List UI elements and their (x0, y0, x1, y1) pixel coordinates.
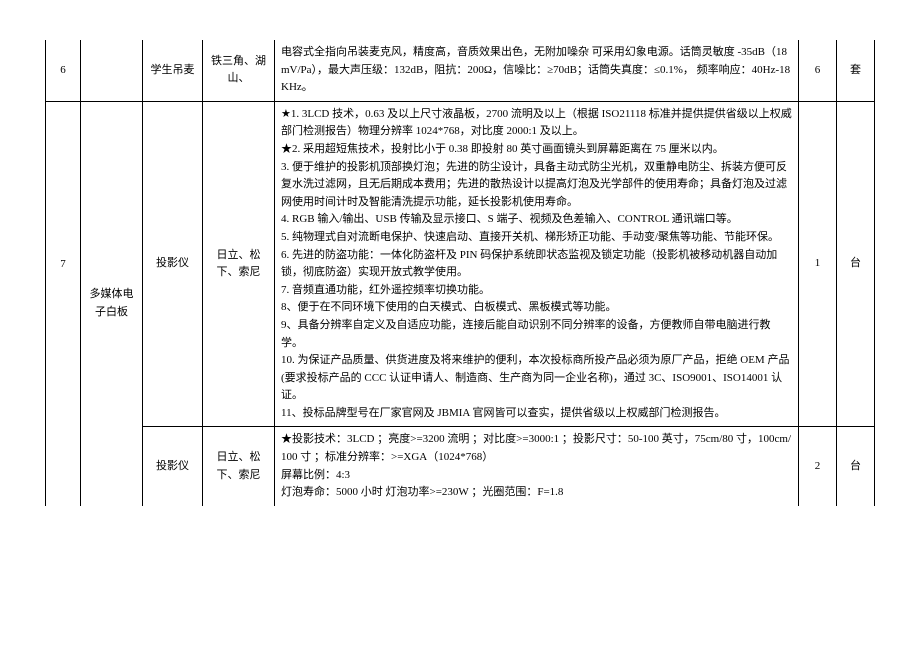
spec-table: 6 学生吊麦 铁三角、湖山、 电容式全指向吊装麦克风，精度高，音质效果出色，无附… (45, 40, 875, 506)
table-row: 投影仪 日立、松下、索尼 ★投影技术：3LCD ；亮度>=3200 流明 ；对比… (46, 427, 875, 506)
cell-unit: 台 (837, 427, 875, 506)
cell-desc: ★投影技术：3LCD ；亮度>=3200 流明 ；对比度>=3000:1 ；投影… (275, 427, 799, 506)
cell-no: 6 (46, 40, 81, 101)
cell-unit: 套 (837, 40, 875, 101)
cell-qty: 6 (799, 40, 837, 101)
cell-name: 投影仪 (143, 427, 203, 506)
cell-desc: ★1. 3LCD 技术，0.63 及以上尺寸液晶板，2700 流明及以上（根据 … (275, 101, 799, 427)
cell-desc: 电容式全指向吊装麦克风，精度高，音质效果出色，无附加噪杂 可采用幻象电源。话筒灵… (275, 40, 799, 101)
cell-brand: 日立、松下、索尼 (203, 427, 275, 506)
cell-name: 学生吊麦 (143, 40, 203, 101)
cell-brand: 日立、松下、索尼 (203, 101, 275, 427)
cell-unit: 台 (837, 101, 875, 427)
table-row: 7 多媒体电子白板 投影仪 日立、松下、索尼 ★1. 3LCD 技术，0.63 … (46, 101, 875, 427)
cell-cat: 多媒体电子白板 (81, 101, 143, 506)
cell-brand: 铁三角、湖山、 (203, 40, 275, 101)
cell-qty: 1 (799, 101, 837, 427)
cell-no: 7 (46, 101, 81, 427)
cell-name: 投影仪 (143, 101, 203, 427)
cell-qty: 2 (799, 427, 837, 506)
table-row: 6 学生吊麦 铁三角、湖山、 电容式全指向吊装麦克风，精度高，音质效果出色，无附… (46, 40, 875, 101)
cell-no (46, 427, 81, 506)
cell-cat (81, 40, 143, 101)
